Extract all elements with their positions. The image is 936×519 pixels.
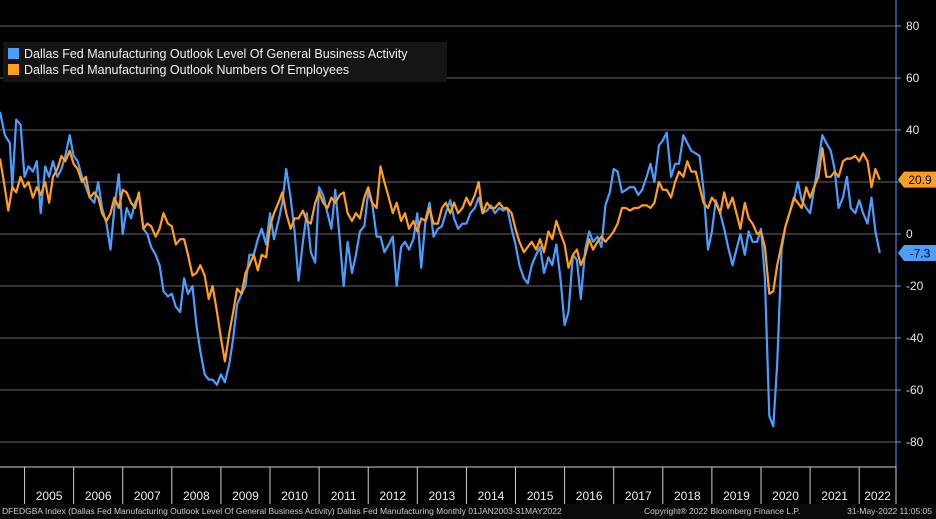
legend-swatch — [8, 64, 19, 75]
y-tick-label: 40 — [906, 123, 920, 137]
x-tick-label: 2009 — [232, 489, 259, 503]
y-tick-label: 80 — [906, 19, 920, 33]
y-tick-label: 0 — [906, 227, 913, 241]
x-axis: 2005 2006 2007 2008 2009 2010 2011 2012 2013 2014… — [0, 466, 897, 504]
legend-label: Dallas Fed Manufacturing Outlook Numbers… — [24, 63, 349, 77]
legend-swatch — [8, 48, 19, 59]
x-tick-label: 2017 — [625, 489, 652, 503]
last-value-label: 20.9 — [908, 173, 932, 187]
x-tick-label: 2010 — [281, 489, 308, 503]
legend-box — [3, 42, 447, 82]
x-tick-label: 2014 — [478, 489, 505, 503]
series-line-business-activity — [0, 111, 881, 428]
x-tick-label: 2012 — [379, 489, 406, 503]
x-tick-label: 2008 — [183, 489, 210, 503]
grid-lines — [0, 0, 901, 467]
x-tick-label: 2005 — [36, 489, 63, 503]
x-tick-label: 2021 — [821, 489, 848, 503]
x-tick-label: 2011 — [331, 489, 357, 503]
y-tick-label: -40 — [906, 331, 924, 345]
y-tick-label: -60 — [906, 383, 924, 397]
series-line-employees — [0, 147, 881, 363]
x-tick-label: 2016 — [576, 489, 603, 503]
last-value-label: -7.3 — [910, 246, 931, 260]
footer-copyright: Copyright® 2022 Bloomberg Finance L.P. — [644, 506, 801, 516]
x-tick-label: 2007 — [134, 489, 161, 503]
x-tick-label: 2006 — [85, 489, 112, 503]
y-tick-label: -80 — [906, 435, 924, 449]
last-value-tag-business-activity — [898, 244, 936, 261]
y-tick-label: -20 — [906, 279, 924, 293]
x-tick-label: 2022 — [864, 489, 891, 503]
x-tick-label: 2015 — [527, 489, 554, 503]
footer: DFEDGBA Index (Dallas Fed Manufacturing … — [0, 504, 936, 519]
series-lines — [0, 111, 881, 428]
footer-source: DFEDGBA Index (Dallas Fed Manufacturing … — [2, 506, 562, 516]
legend-label: Dallas Fed Manufacturing Outlook Level O… — [24, 47, 408, 61]
x-tick-label: 2013 — [429, 489, 456, 503]
x-tick-label: 2018 — [674, 489, 701, 503]
x-tick-label: 2019 — [723, 489, 750, 503]
x-tick-label: 2020 — [772, 489, 799, 503]
last-value-callouts: -7.3 20.9 — [898, 171, 936, 261]
footer-date: 31-May-2022 11:05:05 — [847, 506, 932, 516]
legend: Dallas Fed Manufacturing Outlook Level O… — [3, 42, 447, 82]
last-value-tag-employees — [898, 171, 936, 188]
y-tick-label: 60 — [906, 71, 920, 85]
y-axis-labels: 806040200-20-40-60-80 — [906, 19, 924, 449]
chart: 806040200-20-40-60-80 200520062007200820… — [0, 0, 936, 504]
